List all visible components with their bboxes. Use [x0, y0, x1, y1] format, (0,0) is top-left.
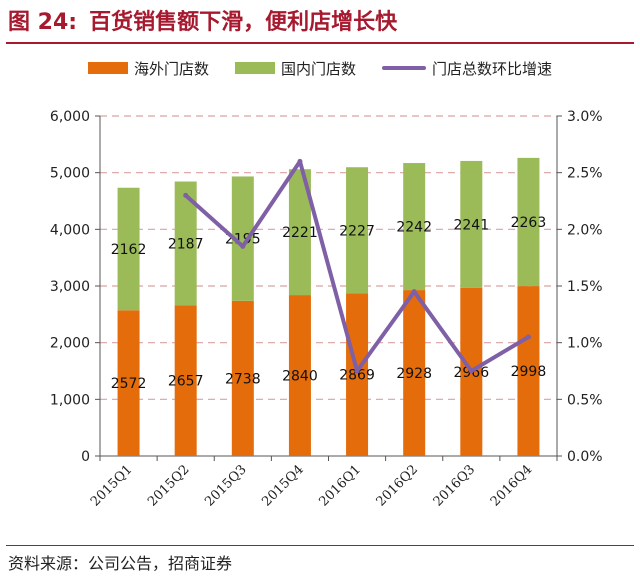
figure-title: 图 24: 百货销售额下滑，便利店增长快 — [8, 6, 397, 40]
legend-item-domestic: 国内门店数 — [234, 58, 356, 79]
y2-tick-label: 2.5% — [567, 166, 603, 182]
growth-point — [183, 192, 189, 198]
x-tick-label: 2015Q4 — [259, 462, 306, 509]
legend-label-overseas: 海外门店数 — [133, 59, 209, 78]
bar-domestic-label: 2187 — [168, 236, 204, 252]
x-tick-label: 2016Q3 — [431, 462, 478, 509]
figure-title-text: 百货销售额下滑，便利店增长快 — [89, 10, 398, 35]
bar-overseas-label: 2738 — [225, 371, 261, 387]
bar-domestic-label: 2263 — [511, 215, 547, 231]
y2-tick-label: 2.0% — [567, 222, 603, 238]
legend-swatch-overseas — [87, 62, 128, 74]
y2-tick-label: 0.5% — [567, 392, 603, 408]
y-tick-label: 6,000 — [50, 109, 90, 125]
bar-overseas-label: 2869 — [339, 368, 375, 384]
growth-point — [468, 368, 474, 374]
x-tick-label: 2015Q1 — [88, 462, 135, 509]
x-tick-label: 2015Q3 — [202, 462, 249, 509]
bar-overseas-label: 2928 — [396, 366, 432, 382]
bar-domestic — [403, 163, 426, 291]
x-tick-label: 2016Q4 — [488, 462, 535, 509]
y2-tick-label: 1.0% — [567, 336, 603, 352]
title-rule — [6, 42, 634, 44]
bar-overseas-label: 2657 — [168, 374, 204, 390]
legend-label-domestic: 国内门店数 — [280, 59, 356, 78]
bar-overseas — [231, 300, 254, 456]
growth-point — [240, 243, 246, 249]
bar-overseas — [174, 305, 197, 456]
y-tick-label: 2,000 — [50, 336, 90, 352]
bar-domestic-label: 2242 — [396, 220, 432, 236]
growth-point — [525, 334, 531, 340]
legend-item-growth: 门店总数环比增速 — [382, 58, 552, 79]
x-tick-label: 2015Q2 — [145, 462, 192, 509]
bar-domestic — [174, 181, 197, 306]
bar-overseas — [403, 290, 426, 456]
bar-domestic — [117, 187, 140, 311]
bar-overseas — [117, 310, 140, 456]
y-tick-label: 5,000 — [50, 166, 90, 182]
y-tick-label: 3,000 — [50, 279, 90, 295]
bar-domestic-label: 2241 — [453, 217, 489, 233]
bar-domestic — [517, 157, 540, 287]
y-tick-label: 0 — [81, 449, 90, 465]
growth-point — [297, 158, 303, 164]
bar-domestic — [231, 176, 254, 301]
bar-overseas — [517, 286, 540, 456]
legend-item-overseas: 海外门店数 — [87, 58, 209, 79]
y2-tick-label: 1.5% — [567, 279, 603, 295]
source-rule — [6, 545, 634, 546]
bar-overseas — [346, 293, 369, 456]
y-tick-label: 4,000 — [50, 222, 90, 238]
bar-domestic — [288, 169, 311, 296]
y-tick-label: 1,000 — [50, 392, 90, 408]
y2-tick-label: 0.0% — [567, 449, 603, 465]
bar-domestic-label: 2221 — [282, 225, 318, 241]
bar-overseas-label: 2572 — [111, 376, 147, 392]
growth-point — [411, 289, 417, 295]
x-tick-label: 2016Q1 — [317, 462, 364, 509]
legend-swatch-growth — [382, 66, 426, 70]
x-tick-label: 2016Q2 — [374, 462, 421, 509]
source-note: 资料来源：公司公告，招商证券 — [8, 554, 233, 573]
bar-overseas-label: 2998 — [511, 364, 547, 380]
legend-label-growth: 门店总数环比增速 — [432, 59, 553, 78]
bar-domestic-label: 2162 — [111, 242, 147, 258]
bar-overseas-label: 2840 — [282, 369, 318, 385]
y2-tick-label: 3.0% — [567, 109, 603, 125]
bar-domestic — [460, 160, 483, 288]
chart-plot: 0 1,000 2,000 3,000 4,000 5,000 6,000 0.0% 0.5% 1… — [50, 109, 603, 510]
chart-legend: 海外门店数 国内门店数 门店总数环比增速 — [0, 56, 640, 80]
legend-swatch-domestic — [234, 62, 275, 74]
growth-point — [354, 368, 360, 374]
bar-domestic — [346, 167, 369, 294]
figure-label: 图 24: — [8, 10, 78, 35]
bar-overseas — [288, 295, 311, 456]
bar-domestic-label: 2227 — [339, 223, 375, 239]
